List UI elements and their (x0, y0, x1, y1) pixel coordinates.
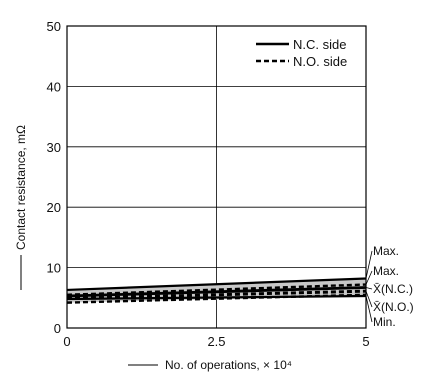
y-tick-label: 30 (47, 140, 61, 155)
y-axis-label: Contact resistance, mΩ (14, 125, 28, 250)
y-tick-label: 20 (47, 200, 61, 215)
plot-marks (67, 277, 366, 304)
tick-labels: 0 10 20 30 40 50 0 2.5 5 (47, 19, 370, 349)
y-axis-title: Contact resistance, mΩ (14, 125, 28, 290)
plot-frame (66, 25, 367, 329)
annotation-leader (365, 250, 373, 279)
series-nc-max-line (67, 277, 366, 292)
y-tick-label: 50 (47, 19, 61, 34)
series-nc-avg-line (67, 286, 366, 298)
annotation-label: Max. (373, 244, 399, 258)
annotation-label: Max. (373, 264, 399, 278)
legend: N.C. side N.O. side (256, 37, 347, 69)
series-no-max-line (67, 283, 366, 296)
y-tick-label: 40 (47, 79, 61, 94)
y-tick-label: 0 (54, 321, 61, 336)
x-axis-label: No. of operations, × 10⁴ (165, 358, 292, 372)
annotation-label: Min. (373, 315, 396, 329)
series-no-min-line (67, 293, 366, 304)
x-axis-title: No. of operations, × 10⁴ (128, 358, 292, 372)
grid-lines (67, 26, 366, 328)
annotations: Max. Max. X̄(N.C.) X̄(N.O.)Min. (365, 244, 414, 329)
annotation-label: X̄(N.O.) (373, 300, 414, 314)
annotation-leader (365, 270, 373, 285)
annotation-label: X̄(N.C.) (373, 282, 413, 296)
x-tick-label: 2.5 (207, 334, 225, 349)
x-tick-label: 5 (362, 334, 369, 349)
annotation-leader (365, 295, 373, 323)
annotation-leader (365, 287, 373, 290)
legend-no-label: N.O. side (293, 54, 347, 69)
annotation-leader (365, 291, 373, 308)
legend-nc-label: N.C. side (293, 37, 346, 52)
series-no-avg-line (67, 289, 366, 300)
y-tick-label: 10 (47, 261, 61, 276)
x-tick-label: 0 (63, 334, 70, 349)
